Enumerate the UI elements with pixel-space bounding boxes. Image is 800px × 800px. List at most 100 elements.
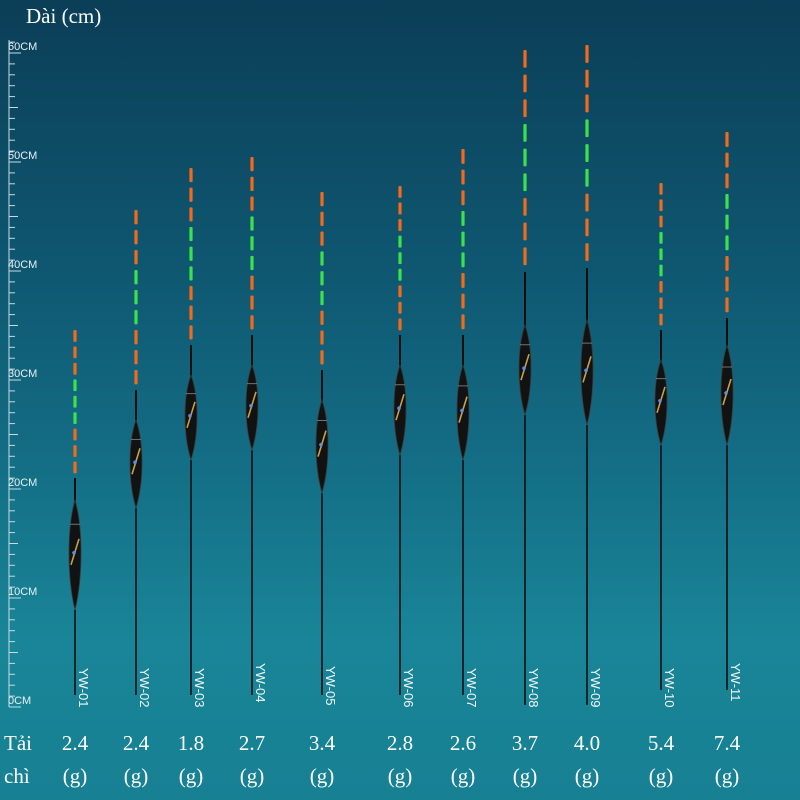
antenna-segment xyxy=(585,94,589,113)
antenna-segment xyxy=(134,350,138,365)
float-yw-05: YW-05 xyxy=(315,192,338,706)
antenna-segment xyxy=(250,236,254,251)
float-body-dot xyxy=(522,366,526,371)
antenna-segment xyxy=(134,310,138,325)
float-weight-value: 2.4 xyxy=(122,731,150,755)
antenna-segment xyxy=(461,252,465,268)
antenna-segment xyxy=(134,230,138,245)
float-weight-unit: (g) xyxy=(239,764,265,788)
float-yw-04: YW-04 xyxy=(245,157,268,703)
float-weight-unit: (g) xyxy=(387,764,413,788)
float-weight-value: 4.0 xyxy=(573,731,601,755)
float-model-label: YW-07 xyxy=(464,668,479,708)
antenna-segment xyxy=(398,252,402,265)
antenna-segment xyxy=(73,395,77,408)
float-weight-unit: (g) xyxy=(450,764,476,788)
antenna-segment xyxy=(320,211,324,227)
float-yw-01: YW-01 xyxy=(68,330,91,708)
antenna-segment xyxy=(73,362,77,375)
float-yw-06: YW-06 xyxy=(393,186,416,708)
antenna-segment xyxy=(189,246,193,261)
float-body-dot xyxy=(249,404,253,408)
float-weight-value: 5.4 xyxy=(647,731,675,755)
float-body xyxy=(68,498,82,611)
antenna-segment xyxy=(250,275,254,290)
antenna-segment xyxy=(398,285,402,298)
antenna-segment xyxy=(659,264,663,277)
antenna-segment xyxy=(461,211,465,226)
antenna-segment xyxy=(320,350,324,365)
antenna-segment xyxy=(725,276,729,292)
antenna-segment xyxy=(73,330,77,342)
antenna-segment xyxy=(461,190,465,206)
float-weight-value: 2.6 xyxy=(449,731,477,755)
antenna-segment xyxy=(320,231,324,246)
antenna-segment xyxy=(725,235,729,251)
float-model-label: YW-09 xyxy=(588,668,603,708)
antenna-segment xyxy=(523,124,527,142)
float-model-label: YW-04 xyxy=(253,663,268,703)
float-weight-value: 7.4 xyxy=(713,731,741,755)
float-weight-unit: (g) xyxy=(714,764,740,788)
antenna-segment xyxy=(189,227,193,242)
float-yw-11: YW-11 xyxy=(720,132,743,702)
antenna-segment xyxy=(73,346,77,359)
antenna-segment xyxy=(73,428,77,441)
antenna-segment xyxy=(659,183,663,195)
antenna-segment xyxy=(659,297,663,310)
antenna-segment xyxy=(523,173,527,192)
axis-tick-label: 60CM xyxy=(8,41,37,53)
antenna-segment xyxy=(189,305,193,320)
float-body-dot xyxy=(72,551,76,555)
float-model-label: YW-05 xyxy=(323,666,338,706)
antenna-segment xyxy=(725,152,729,168)
float-body xyxy=(720,343,734,447)
antenna-segment xyxy=(320,271,324,286)
float-weight-unit: (g) xyxy=(309,764,335,788)
antenna-segment xyxy=(461,273,465,288)
float-body-dot xyxy=(188,414,192,418)
float-weight-unit: (g) xyxy=(574,764,600,788)
antenna-segment xyxy=(189,207,193,222)
float-body xyxy=(456,363,470,462)
antenna-segment xyxy=(585,144,589,162)
float-model-label: YW-03 xyxy=(192,668,207,708)
axis-tick-label: 50CM xyxy=(8,150,37,162)
antenna-segment xyxy=(134,250,138,265)
axis-tick-label: 0CM xyxy=(8,695,31,707)
antenna-segment xyxy=(461,293,465,309)
antenna-segment xyxy=(398,235,402,248)
antenna-segment xyxy=(398,219,402,232)
antenna-segment xyxy=(585,119,589,138)
float-body-dot xyxy=(724,391,728,395)
antenna-segment xyxy=(725,214,729,230)
float-weight-value: 3.7 xyxy=(511,731,539,755)
length-axis: 0CM 10CM 20CM 30CM 40CM 50CM 60CM xyxy=(8,40,37,708)
antenna-segment xyxy=(189,325,193,340)
float-body xyxy=(518,323,532,417)
float-weight-value: 2.8 xyxy=(386,731,414,755)
antenna-segment xyxy=(523,198,527,216)
antenna-segment xyxy=(189,168,193,183)
antenna-segment xyxy=(659,199,663,212)
antenna-segment xyxy=(398,318,402,331)
float-yw-09: YW-09 xyxy=(580,45,603,708)
float-yw-07: YW-07 xyxy=(456,149,479,708)
antenna-segment xyxy=(398,186,402,198)
float-weight-value: 3.4 xyxy=(308,731,336,755)
antenna-segment xyxy=(73,461,77,474)
antenna-segment xyxy=(134,290,138,305)
antenna-segment xyxy=(725,194,729,209)
antenna-segment xyxy=(189,266,193,281)
float-weight-value: 2.4 xyxy=(61,731,89,755)
antenna-segment xyxy=(585,218,589,237)
antenna-segment xyxy=(189,187,193,202)
antenna-segment xyxy=(250,216,254,231)
float-model-label: YW-08 xyxy=(526,668,541,708)
antenna-segment xyxy=(461,149,465,164)
antenna-segment xyxy=(398,301,402,314)
antenna-segment xyxy=(250,255,254,271)
float-weight-unit: (g) xyxy=(62,764,88,788)
antenna-segment xyxy=(73,445,77,457)
